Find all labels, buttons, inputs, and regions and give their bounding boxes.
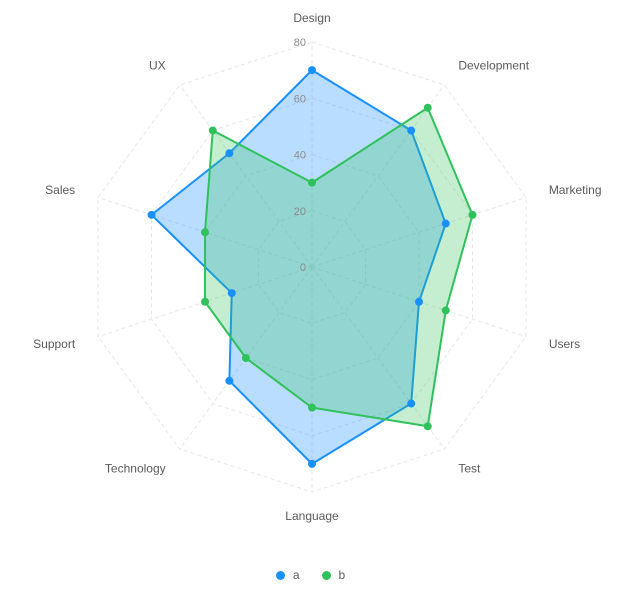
data-point-a-marketing[interactable] [441, 219, 450, 228]
data-point-b-language[interactable] [308, 403, 316, 412]
data-point-b-sales[interactable] [201, 228, 210, 237]
data-point-b-development[interactable] [423, 103, 432, 112]
grid-ring [204, 153, 420, 381]
grid-spoke [179, 84, 313, 268]
tick-label: 0 [300, 262, 306, 274]
data-point-a-users[interactable] [414, 297, 423, 306]
tick-label: 20 [294, 206, 306, 218]
data-point-b-technology[interactable] [241, 354, 250, 363]
category-label-development: Development [458, 59, 529, 73]
grid-spoke [311, 266, 445, 450]
data-point-b-support[interactable] [201, 297, 210, 306]
grid-spoke [311, 84, 445, 268]
tick-label: 80 [294, 37, 306, 49]
data-point-b-design[interactable] [308, 178, 316, 187]
category-label-technology: Technology [105, 461, 166, 475]
data-point-b-test[interactable] [423, 422, 432, 431]
tick-layer: 0 20 40 60 80 [294, 37, 306, 274]
legend-item-a[interactable]: a [275, 568, 300, 582]
tick-label: 40 [294, 150, 306, 162]
legend-marker-icon [275, 570, 285, 580]
category-label-support: Support [33, 337, 76, 351]
legend-item-b[interactable]: b [321, 568, 346, 582]
legend-marker-icon [321, 570, 331, 580]
category-label-design: Design [293, 11, 330, 25]
category-label-sales: Sales [45, 183, 75, 197]
data-point-a-language[interactable] [308, 459, 316, 468]
data-point-b-ux[interactable] [208, 126, 217, 135]
grid-spoke [311, 196, 527, 268]
data-point-a-support[interactable] [227, 289, 236, 298]
legend-label: a [292, 568, 300, 582]
points-layer [147, 66, 477, 468]
category-label-test: Test [458, 461, 481, 475]
data-point-a-ux[interactable] [225, 149, 234, 158]
data-point-a-test[interactable] [407, 399, 416, 408]
label-layer: Design Development Marketing Users Test Langu… [33, 11, 601, 523]
data-point-a-development[interactable] [407, 126, 416, 135]
tick-label: 60 [294, 93, 306, 105]
legend-label: b [338, 568, 346, 582]
data-point-a-technology[interactable] [225, 376, 234, 385]
category-label-marketing: Marketing [549, 183, 602, 197]
data-point-b-users[interactable] [441, 306, 450, 315]
data-point-b-marketing[interactable] [468, 210, 477, 219]
category-label-ux: UX [149, 59, 166, 73]
data-point-a-design[interactable] [308, 66, 316, 75]
data-point-a-sales[interactable] [147, 210, 156, 219]
category-label-language: Language [285, 509, 339, 523]
category-label-users: Users [549, 337, 580, 351]
grid-ring [258, 210, 366, 324]
